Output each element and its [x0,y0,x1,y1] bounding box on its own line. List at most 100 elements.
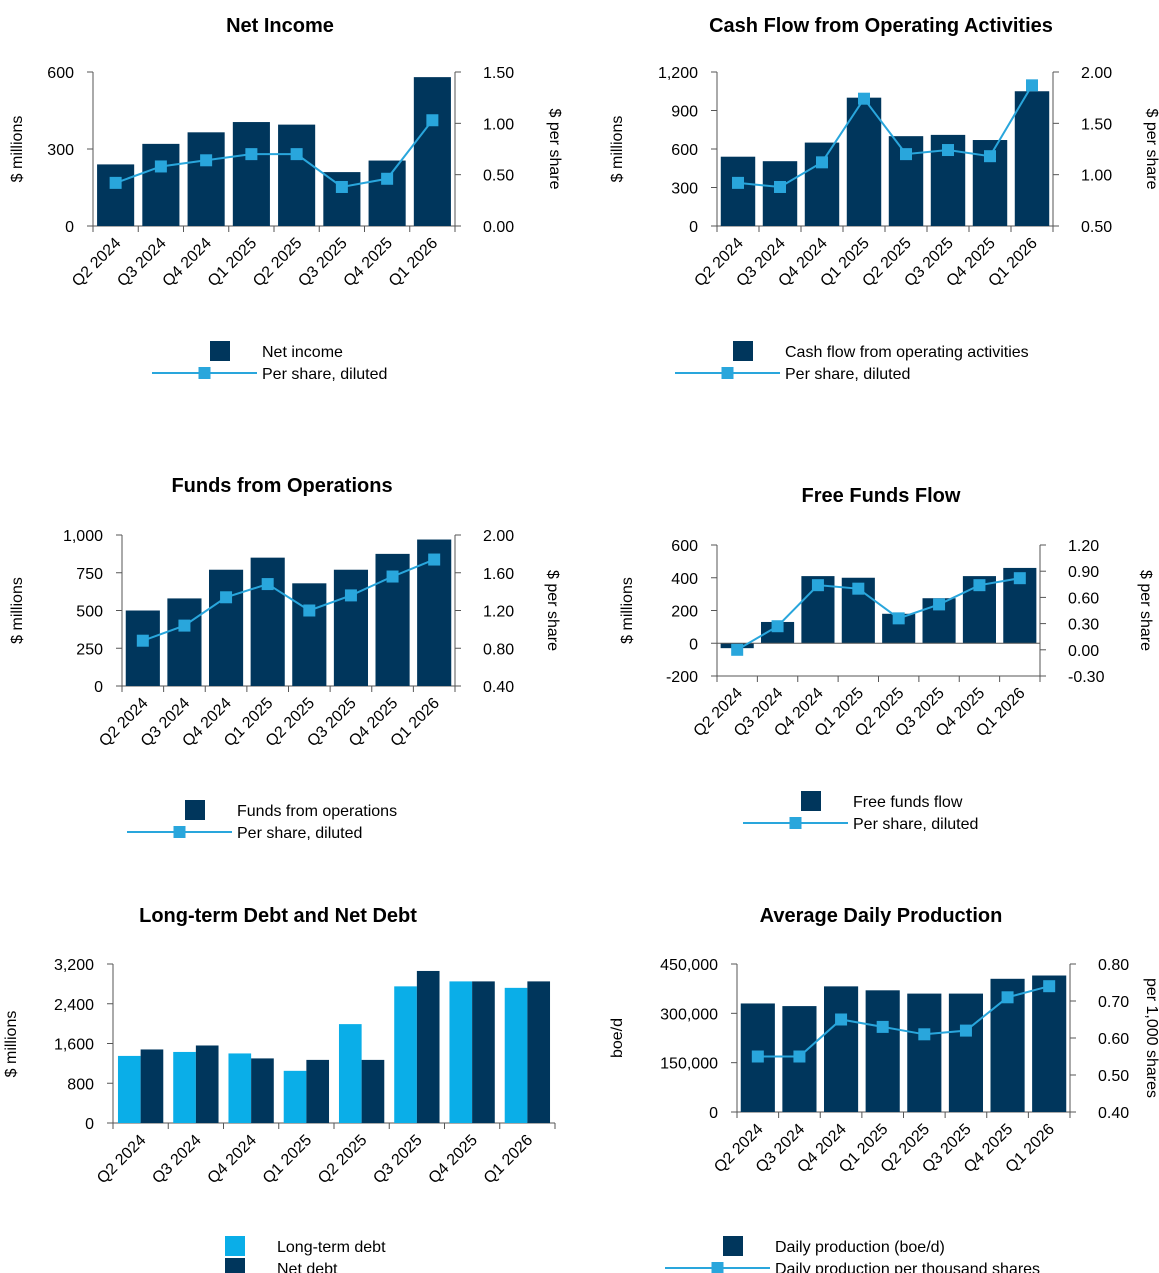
y2-tick-label: 0.50 [483,168,514,185]
y2-tick-label: 1.20 [483,604,514,621]
bar-daily-production-boe-d- [865,990,900,1112]
legend-swatch-bar [225,1258,245,1273]
chart-2: Cash Flow from Operating Activities 0 300 6… [609,15,1159,383]
y-tick-label: 600 [671,538,698,555]
y-tick-label: 600 [671,142,698,159]
y-axis-label: $ millions [609,116,626,183]
legend: Cash flow from operating activities Per s… [675,341,1029,383]
line-point [426,114,439,127]
line-point [136,634,149,647]
y-tick-label: 0 [709,1105,718,1122]
y-axis-label: $ millions [9,577,26,644]
line-point [984,150,996,163]
y2-tick-label: 0.50 [1081,219,1112,236]
y2-tick-label: 0.60 [1098,1031,1129,1048]
line-point [959,1024,972,1037]
line-point [200,154,213,167]
line-point [811,579,824,592]
y2-axis-label: $ per share [544,570,561,651]
y2-tick-label: 0.40 [1098,1105,1129,1122]
bar-long-term-debt [504,987,528,1123]
x-tick-label: Q2 2025 [250,235,305,290]
line-point [1013,572,1026,585]
line-point [1043,980,1056,993]
series-line-per-share [142,558,435,642]
legend: Funds from operations Per share, diluted [127,800,397,842]
y2-axis-label: $ per share [1143,109,1159,190]
y2-tick-label: 0.30 [1068,617,1099,634]
bar-net-income [368,160,406,226]
bar-cash-flow-from-operating-activities [846,97,882,227]
line-point [793,1050,806,1063]
y-tick-label: 800 [67,1076,94,1093]
bar-net-income [232,122,270,226]
line-point [852,582,865,595]
y-tick-label: 0 [65,219,74,236]
legend-label: Per share, diluted [262,366,387,383]
y2-tick-label: 1.50 [1081,116,1112,133]
y-tick-label: 3,200 [54,957,94,974]
y-tick-label: 600 [47,65,74,82]
bar-net-income [97,164,135,226]
bar-daily-production-boe-d- [948,993,984,1112]
line-point [900,148,912,161]
y-tick-label: 300,000 [660,1006,718,1023]
y2-axis-label: per 1,000 shares [1143,978,1159,1098]
series-line-per-share [736,577,1020,651]
chart-5: Long-term Debt and Net Debt 0 800 1,600 2,40… [3,905,556,1273]
chart-title: Funds from Operations [171,475,392,497]
line-point [261,578,274,591]
chart-1: Net Income 0 300 600 0.00 0.50 1.00 1.50 Q2 2024… [9,15,563,383]
y-axis-label: $ millions [9,116,26,183]
bar-funds-from-operations [292,583,327,686]
line-point [344,589,357,602]
y-axis-label: $ millions [3,1011,20,1078]
line-point [303,604,316,617]
chart-title: Net Income [226,15,334,37]
line-point [942,144,954,157]
legend-label: Per share, diluted [785,366,910,383]
bar-net-income [187,132,225,226]
line-point [771,620,784,633]
y-tick-label: 450,000 [660,957,718,974]
bar-daily-production-boe-d- [1032,975,1067,1112]
y-axis-label: boe/d [609,1018,626,1058]
legend-label: Daily production per thousand shares [775,1261,1040,1273]
line-point [245,148,258,161]
legend-swatch-marker [789,817,802,829]
y2-axis-label: $ per share [1137,570,1154,651]
legend-label: Funds from operations [237,803,397,820]
y-tick-label: 0 [85,1116,94,1133]
chart-6: Average Daily Production 0 150,000 300,000 4… [609,905,1159,1273]
y2-tick-label: 0.80 [483,641,514,658]
legend-swatch-marker [711,1262,724,1273]
line-point [731,643,744,656]
bar-funds-from-operations [333,569,369,686]
y2-tick-label: 1.60 [483,566,514,583]
y-tick-label: 300 [47,142,74,159]
bar-long-term-debt [394,986,417,1123]
line-point [220,591,233,604]
legend-label: Free funds flow [853,794,963,811]
chart-4: Free Funds Flow -200 0 200 400 600 -0.30 0.00 0.… [619,485,1154,833]
x-tick-label: Q1 2025 [205,235,260,290]
bar-long-term-debt [228,1053,252,1123]
legend-label: Per share, diluted [237,825,362,842]
legend-label: Long-term debt [277,1239,386,1256]
x-tick-label: Q3 2024 [114,235,169,290]
y2-tick-label: 2.00 [483,528,514,545]
x-tick-label: Q2 2024 [69,235,124,290]
line-point [428,553,441,566]
chart-title: Average Daily Production [760,905,1003,927]
y-tick-label: 300 [671,181,698,198]
x-tick-label: Q4 2025 [426,1132,481,1187]
legend-swatch-marker [721,367,734,379]
legend-swatch-bar [185,800,205,820]
bar-funds-from-operations [125,610,160,686]
line-point [774,180,786,193]
bar-long-term-debt [449,981,473,1123]
x-tick-label: Q4 2025 [341,235,396,290]
series-line-per-share [757,985,1050,1058]
bar-net-debt [527,981,551,1123]
chart-title: Long-term Debt and Net Debt [139,905,417,927]
